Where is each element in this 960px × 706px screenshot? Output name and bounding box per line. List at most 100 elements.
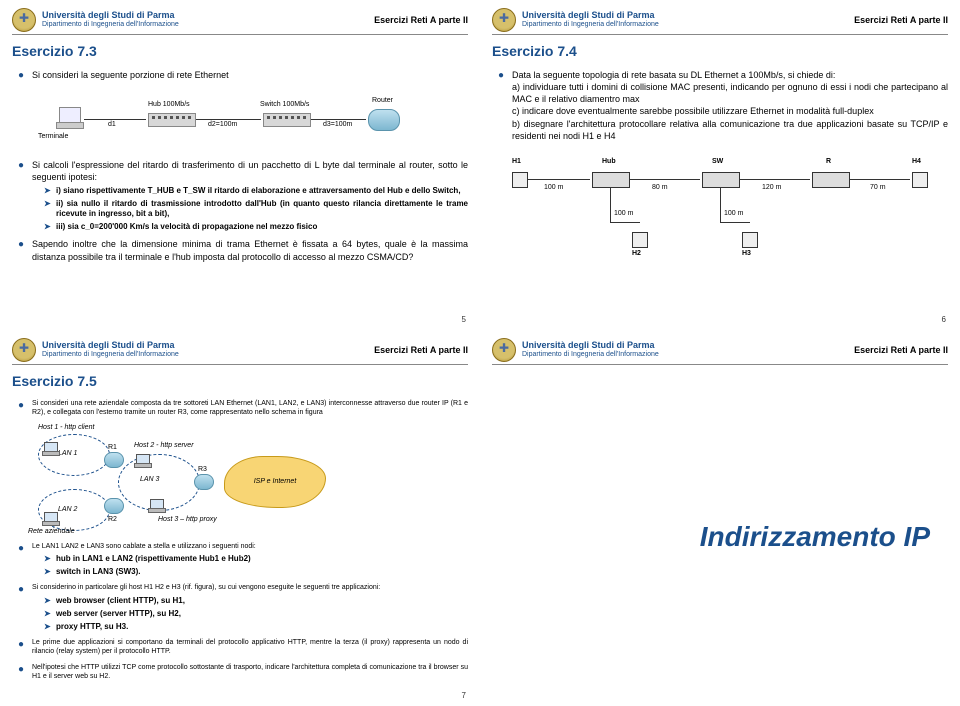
crest-icon	[492, 8, 516, 32]
ip-title: Indirizzamento IP	[700, 521, 930, 553]
bullet-relay: Le prime due applicazioni si comportano …	[18, 638, 468, 657]
terminal-icon	[56, 107, 82, 129]
wire-hub-sw	[630, 179, 700, 180]
d-100-1: 100 m	[544, 184, 563, 191]
sub-ii: ii) sia nullo il ritardo di trasmissione…	[44, 199, 468, 219]
lbl-d1: d1	[108, 121, 116, 128]
university-block: Università degli Studi di Parma Dipartim…	[522, 341, 659, 359]
exercise-title: Esercizio 7.5	[12, 373, 468, 389]
h1-lbl: Host 1 - http client	[38, 424, 94, 431]
opt-a: a) individuare tutti i domini di collisi…	[512, 82, 948, 104]
wire-h1-hub	[528, 179, 590, 180]
bullet-apps: Si considerino in particolare gli host H…	[18, 583, 468, 631]
wire-sw-down	[720, 188, 721, 222]
lbl-sw: SW	[712, 158, 723, 165]
university-block: Università degli Studi di Parma Dipartim…	[42, 341, 179, 359]
bullet-arch: Nell'ipotesi che HTTP utilizzi TCP come …	[18, 663, 468, 682]
company-network-diagram: LAN 1 Host 1 - http client LAN 2 Rete az…	[38, 424, 338, 534]
wire-r-h4	[850, 179, 910, 180]
pc-h1	[42, 442, 58, 456]
wire-sw-r	[740, 179, 810, 180]
b1-text: Data la seguente topologia di rete basat…	[512, 70, 835, 80]
wire-sw-h3h	[720, 222, 750, 223]
uni-name: Università degli Studi di Parma	[522, 341, 659, 351]
lbl-d2: d2=100m	[208, 121, 237, 128]
slide-7-3: Università degli Studi di Parma Dipartim…	[0, 0, 480, 330]
d-100-3: 100 m	[724, 210, 743, 217]
host-h3	[742, 232, 758, 248]
host-h4	[912, 172, 928, 188]
bullet-intro: Si consideri una rete aziendale composta…	[18, 399, 468, 418]
university-block: Università degli Studi di Parma Dipartim…	[522, 11, 659, 29]
sub-browser: web browser (client HTTP), su H1,	[44, 596, 468, 606]
page-number: 6	[942, 315, 946, 324]
dept-name: Dipartimento di Ingegneria dell'Informaz…	[522, 21, 659, 29]
slide-header: Università degli Studi di Parma Dipartim…	[12, 8, 468, 35]
page-number: 5	[462, 315, 466, 324]
bullet-intro: Si consideri la seguente porzione di ret…	[18, 69, 468, 81]
page-number: 7	[462, 691, 466, 700]
d-100-2: 100 m	[614, 210, 633, 217]
lbl-switch: Switch 100Mb/s	[260, 101, 309, 108]
r2-lbl: R2	[108, 516, 117, 523]
uni-name: Università degli Studi di Parma	[42, 11, 179, 21]
router-icon	[368, 109, 400, 131]
crest-icon	[12, 8, 36, 32]
slide-header: Università degli Studi di Parma Dipartim…	[492, 338, 948, 365]
sub-server: web server (server HTTP), su H2,	[44, 609, 468, 619]
slide-ip: Università degli Studi di Parma Dipartim…	[480, 330, 960, 706]
dept-name: Dipartimento di Ingegneria dell'Informaz…	[42, 351, 179, 359]
rete-lbl: Rete aziendale	[28, 528, 75, 535]
dept-name: Dipartimento di Ingegneria dell'Informaz…	[522, 351, 659, 359]
lbl-d3: d3=100m	[323, 121, 352, 128]
link-d2	[196, 119, 261, 120]
lbl-hub: Hub	[602, 158, 616, 165]
b2-text: Si calcoli l'espressione del ritardo di …	[32, 160, 468, 182]
opt-b: b) disegnare l'architettura protocollare…	[512, 119, 948, 141]
lbl-terminale: Terminale	[38, 133, 68, 140]
hub-icon	[148, 113, 196, 127]
isp-cloud: ISP e Internet	[224, 456, 326, 508]
exercise-title: Esercizio 7.3	[12, 43, 468, 59]
link-d1	[84, 119, 146, 120]
lbl-h1: H1	[512, 158, 521, 165]
lan1-lbl: LAN 1	[58, 450, 77, 457]
b2-text: Le LAN1 LAN2 e LAN3 sono cablate a stell…	[32, 543, 256, 550]
course-title: Esercizi Reti A parte II	[854, 345, 948, 355]
slide-7-4: Università degli Studi di Parma Dipartim…	[480, 0, 960, 330]
sub-proxy: proxy HTTP, su H3.	[44, 622, 468, 632]
dept-name: Dipartimento di Ingegneria dell'Informaz…	[42, 21, 179, 29]
router-box	[812, 172, 850, 188]
h2-lbl: Host 2 - http server	[134, 442, 194, 449]
uni-name: Università degli Studi di Parma	[522, 11, 659, 21]
h3-lbl: Host 3 – http proxy	[158, 516, 217, 523]
isp-lbl: ISP e Internet	[254, 478, 297, 485]
crest-icon	[12, 338, 36, 362]
d-70: 70 m	[870, 184, 886, 191]
slide-header: Università degli Studi di Parma Dipartim…	[12, 338, 468, 365]
pc-h3	[148, 499, 164, 513]
lbl-h3: H3	[742, 250, 751, 257]
slide-header: Università degli Studi di Parma Dipartim…	[492, 8, 948, 35]
r3-lbl: R3	[198, 466, 207, 473]
switch-box	[702, 172, 740, 188]
host-h2	[632, 232, 648, 248]
crest-icon	[492, 338, 516, 362]
lan3-lbl: LAN 3	[140, 476, 159, 483]
lbl-h2: H2	[632, 250, 641, 257]
bullet-topology: Data la seguente topologia di rete basat…	[498, 69, 948, 142]
lan2-lbl: LAN 2	[58, 506, 77, 513]
bullet-question: Sapendo inoltre che la dimensione minima…	[18, 238, 468, 262]
exercise-title: Esercizio 7.4	[492, 43, 948, 59]
r2-icon	[104, 498, 124, 514]
sub-hub: hub in LAN1 e LAN2 (rispettivamente Hub1…	[44, 554, 468, 564]
wire-hub-down	[610, 188, 611, 222]
switch-icon	[263, 113, 311, 127]
d-120: 120 m	[762, 184, 781, 191]
course-title: Esercizi Reti A parte II	[854, 15, 948, 25]
wire-hub-h2h	[610, 222, 640, 223]
d-80: 80 m	[652, 184, 668, 191]
course-title: Esercizi Reti A parte II	[374, 15, 468, 25]
network-diagram-73: Terminale Hub 100Mb/s Switch 100Mb/s Rou…	[38, 89, 418, 149]
slide-7-5: Università degli Studi di Parma Dipartim…	[0, 330, 480, 706]
